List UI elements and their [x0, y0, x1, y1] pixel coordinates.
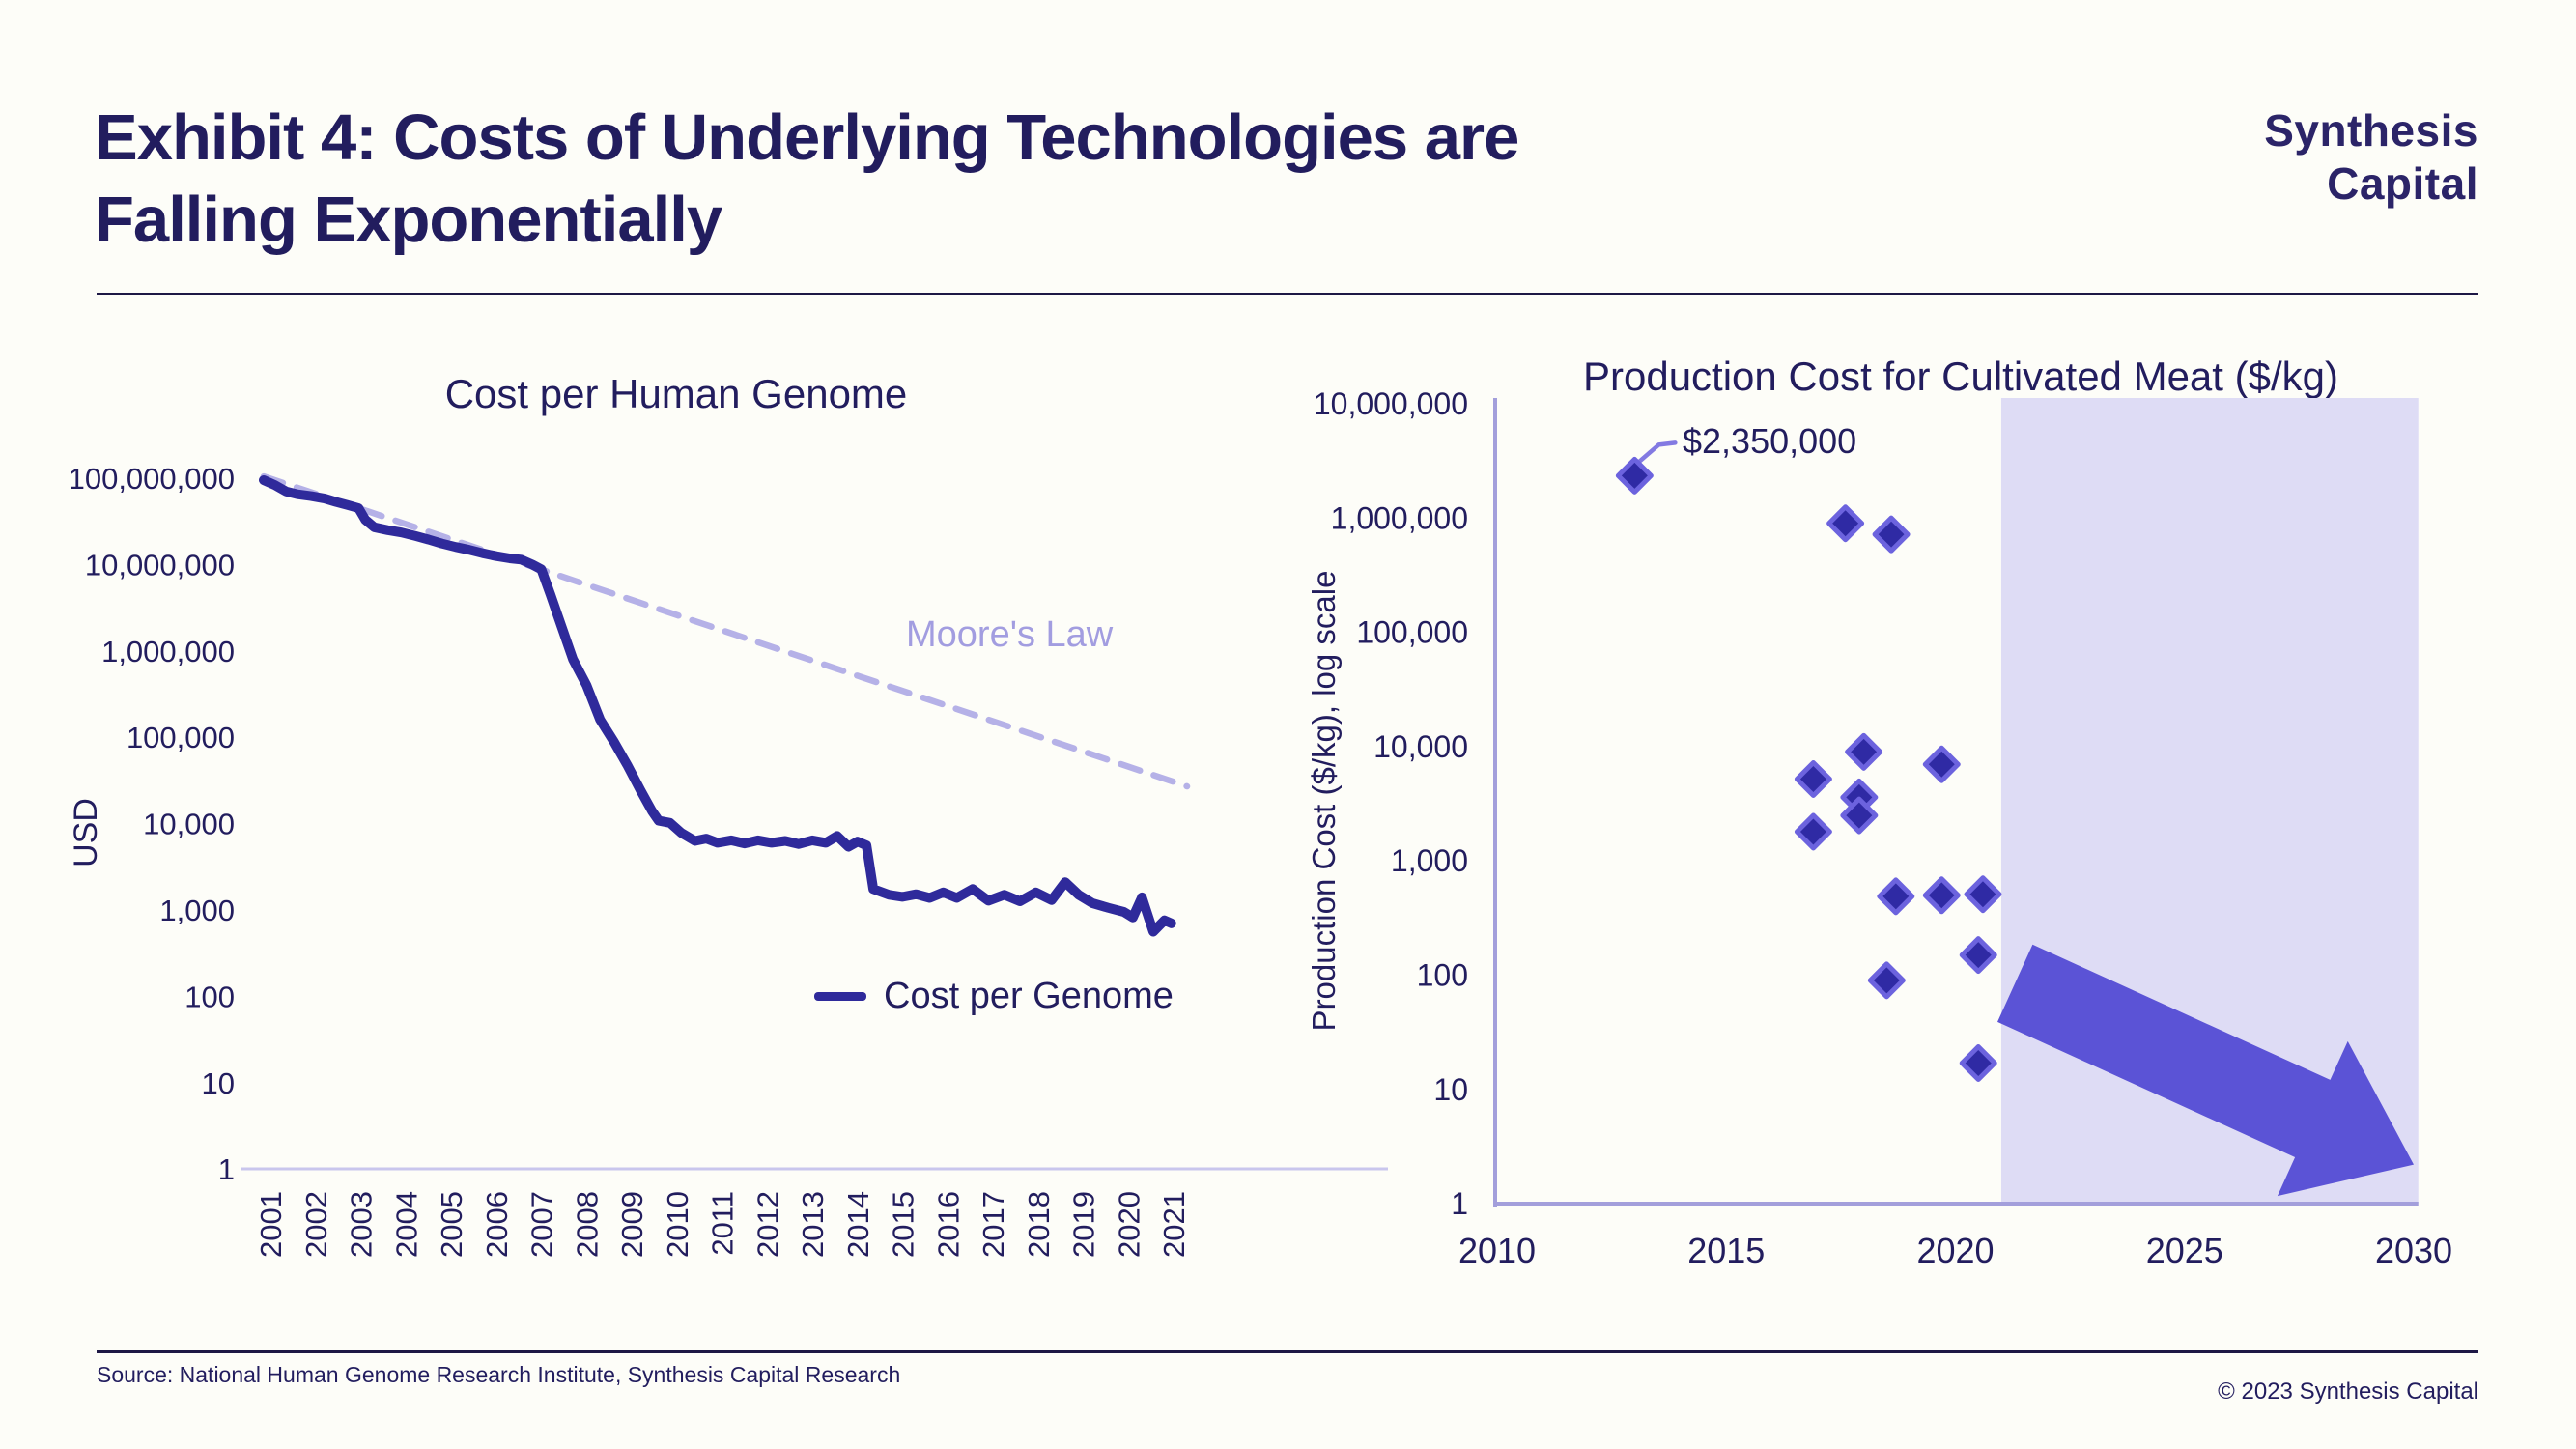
x-tick-label: 2008 [570, 1191, 604, 1258]
x-tick-label: 2009 [615, 1191, 649, 1258]
meat-price-annotation: $2,350,000 [1683, 421, 1857, 461]
legend-line-swatch [814, 992, 866, 1001]
page-title-line1: Exhibit 4: Costs of Underlying Technolog… [95, 101, 1519, 174]
footer-divider [97, 1350, 2478, 1353]
y-tick-label: 10,000,000 [85, 548, 235, 582]
synthesis-capital-logo: Synthesis Capital [2264, 104, 2478, 211]
x-tick-label: 2016 [931, 1191, 965, 1258]
scatter-diamond [1872, 515, 1911, 554]
y-tick-label: 10 [1433, 1072, 1468, 1107]
scatter-diamond [1922, 876, 1961, 915]
y-tick-label: 100,000 [127, 721, 235, 754]
y-axis-title: USD [68, 798, 104, 867]
y-axis-title: Production Cost ($/kg), log scale [1306, 571, 1342, 1032]
x-tick-label: 2001 [254, 1191, 288, 1258]
copyright-note: © 2023 Synthesis Capital [2218, 1378, 2478, 1405]
genome-chart-title: Cost per Human Genome [444, 371, 908, 416]
header-divider [97, 293, 2478, 295]
logo-line2: Capital [2327, 158, 2478, 209]
x-tick-label: 2017 [977, 1191, 1010, 1258]
scatter-diamond [1964, 875, 2002, 914]
y-tick-label: 10,000 [143, 808, 235, 841]
x-tick-label: 2015 [1687, 1231, 1765, 1270]
x-tick-label: 2013 [796, 1191, 830, 1258]
x-tick-label: 2014 [841, 1191, 875, 1258]
y-tick-label: 1,000 [159, 894, 235, 927]
meat-scatter-chart: 10,000,000 1,000,000 100,000 10,000 1,000 100… [1306, 386, 2452, 1270]
y-tick-label: 1 [1451, 1186, 1468, 1221]
source-note: Source: National Human Genome Research I… [97, 1362, 901, 1387]
y-tick-label: 100 [1417, 958, 1468, 993]
scatter-diamond [1877, 877, 1915, 916]
x-tick-label: 2010 [1458, 1231, 1536, 1270]
y-tick-label: 100,000 [1356, 615, 1468, 650]
x-tick-label: 2019 [1067, 1191, 1101, 1258]
scatter-diamond [1845, 732, 1883, 771]
x-tick-label: 2002 [299, 1191, 333, 1258]
x-tick-label: 2020 [1916, 1231, 1994, 1270]
y-tick-label: 1,000,000 [101, 635, 235, 668]
x-tick-label: 2006 [480, 1191, 514, 1258]
logo-line1: Synthesis [2264, 105, 2478, 156]
x-tick-label: 2030 [2375, 1231, 2452, 1270]
y-tick-label: 1,000,000 [1331, 500, 1468, 535]
page-title: Exhibit 4: Costs of Underlying Technolog… [95, 97, 2123, 261]
y-tick-label: 100,000,000 [69, 462, 235, 496]
x-tick-label: 2005 [435, 1191, 468, 1258]
scatter-diamond [1959, 936, 1997, 975]
y-tick-label: 1 [218, 1152, 235, 1186]
x-tick-label: 2007 [525, 1191, 559, 1258]
y-tick-label: 10,000,000 [1314, 386, 1468, 421]
genome-line-chart: 100,000,000 10,000,000 1,000,000 100,000 10,… [68, 462, 1388, 1258]
scatter-diamond [1840, 796, 1879, 835]
scatter-diamond [1867, 961, 1906, 1000]
falling-cost-arrow [1997, 944, 2414, 1197]
genome-legend: Cost per Genome [814, 976, 1174, 1017]
x-tick-label: 2021 [1157, 1191, 1191, 1258]
scatter-diamond [1794, 812, 1832, 851]
y-tick-label: 1,000 [1391, 843, 1468, 878]
meat-chart-title: Production Cost for Cultivated Meat ($/k… [1582, 354, 2338, 399]
scatter-diamond [1794, 759, 1832, 798]
x-tick-label: 2018 [1022, 1191, 1056, 1258]
page-title-line2: Falling Exponentially [95, 184, 722, 256]
legend-label: Cost per Genome [884, 976, 1174, 1016]
x-tick-label: 2025 [2146, 1231, 2223, 1270]
scatter-diamond [1922, 745, 1961, 783]
y-tick-label: 100 [184, 980, 235, 1013]
y-tick-label: 10,000 [1373, 729, 1468, 764]
moores-law-label: Moore's Law [906, 614, 1114, 655]
x-tick-label: 2011 [706, 1191, 740, 1256]
annotation-leader-line [1635, 440, 1678, 466]
moores-law-line [260, 472, 1191, 790]
x-tick-label: 2003 [345, 1191, 379, 1258]
cost-per-genome-line [259, 475, 1176, 937]
y-tick-label: 10 [202, 1066, 235, 1100]
scatter-diamond [1615, 456, 1654, 495]
x-tick-label: 2012 [750, 1191, 784, 1258]
scatter-diamond [1826, 504, 1865, 543]
x-tick-label: 2015 [887, 1191, 920, 1258]
scatter-diamond [1959, 1044, 1997, 1083]
x-tick-label: 2010 [661, 1191, 694, 1258]
x-tick-label: 2004 [389, 1191, 423, 1258]
x-tick-label: 2020 [1112, 1191, 1146, 1258]
